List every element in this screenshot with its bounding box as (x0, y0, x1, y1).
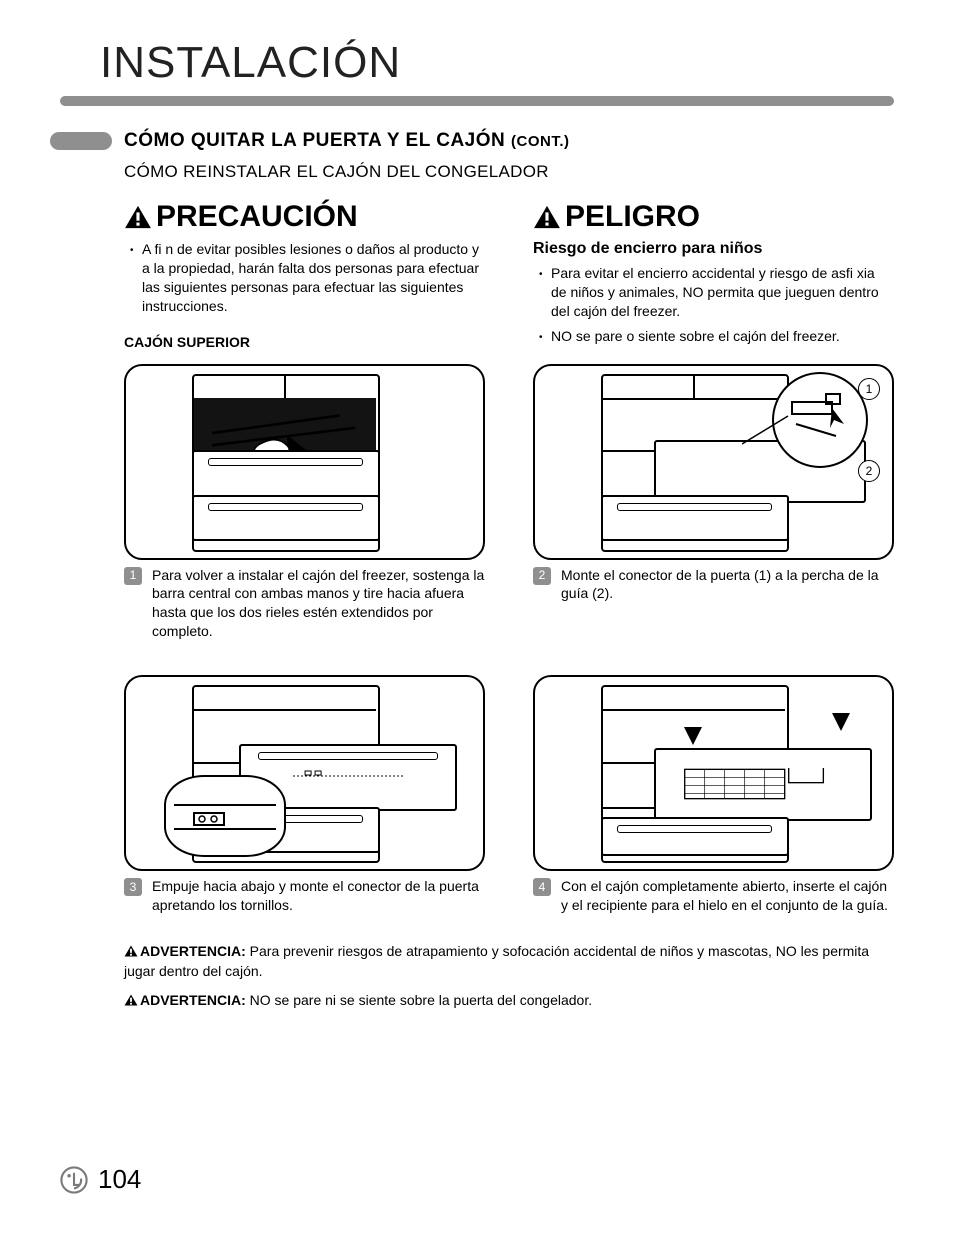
peligro-subheading: Riesgo de encierro para niños (533, 240, 894, 258)
caption-text: Para volver a instalar el cajón del free… (152, 566, 485, 642)
warning-label: ADVERTENCIA: (140, 992, 246, 1008)
step-number-badge: 4 (533, 878, 551, 896)
page-footer: 104 (60, 1164, 141, 1195)
illustration-step-3 (124, 675, 485, 871)
section-heading-main: CÓMO QUITAR LA PUERTA Y EL CAJÓN (124, 130, 511, 151)
warning-text: NO se pare ni se siente sobre la puerta … (250, 992, 592, 1008)
warning-triangle-icon (124, 945, 138, 957)
col-peligro: PELIGRO Riesgo de encierro para niños Pa… (533, 200, 894, 356)
illustration-step-4 (533, 675, 894, 871)
precaucion-bullet: A fi n de evitar posibles lesiones o dañ… (134, 240, 485, 316)
section-heading-row: CÓMO QUITAR LA PUERTA Y EL CAJÓN (CONT.) (50, 130, 894, 152)
peligro-heading-text: PELIGRO (565, 200, 700, 234)
peligro-bullets: Para evitar el encierro accidental y rie… (533, 264, 894, 346)
step-number-badge: 1 (124, 567, 142, 585)
peligro-heading: PELIGRO (533, 200, 894, 234)
illustration-step-2: 1 2 (533, 364, 894, 560)
callout-2: 2 (858, 460, 880, 482)
precaucion-bullets: A fi n de evitar posibles lesiones o dañ… (124, 240, 485, 316)
caption-step-2: 2 Monte el conector de la puerta (1) a l… (533, 566, 894, 604)
two-columns: PRECAUCIÓN A fi n de evitar posibles les… (124, 200, 894, 356)
page-number: 104 (98, 1164, 141, 1195)
header-rule (60, 96, 894, 106)
cajon-superior-label: CAJÓN SUPERIOR (124, 334, 485, 350)
section-heading: CÓMO QUITAR LA PUERTA Y EL CAJÓN (CONT.) (124, 130, 570, 152)
precaucion-heading: PRECAUCIÓN (124, 200, 485, 234)
caption-step-1: 1 Para volver a instalar el cajón del fr… (124, 566, 485, 642)
caption-text: Empuje hacia abajo y monte el conector d… (152, 877, 485, 915)
warning-line-2: ADVERTENCIA: NO se pare ni se siente sob… (124, 990, 894, 1010)
step-number-badge: 2 (533, 567, 551, 585)
callout-1: 1 (858, 378, 880, 400)
figure-step-4: 4 Con el cajón completamente abierto, in… (533, 675, 894, 915)
figure-step-3: 3 Empuje hacia abajo y monte el conector… (124, 675, 485, 915)
figure-step-1: 1 Para volver a instalar el cajón del fr… (124, 364, 485, 642)
page: INSTALACIÓN CÓMO QUITAR LA PUERTA Y EL C… (0, 0, 954, 1237)
section-subheading: CÓMO REINSTALAR EL CAJÓN DEL CONGELADOR (124, 162, 894, 182)
warning-label: ADVERTENCIA: (140, 943, 246, 959)
warning-line-1: ADVERTENCIA: Para prevenir riesgos de at… (124, 941, 894, 982)
illustration-step-1 (124, 364, 485, 560)
caption-text: Monte el conector de la puerta (1) a la … (561, 566, 894, 604)
section-pill (50, 132, 112, 150)
step-number-badge: 3 (124, 878, 142, 896)
peligro-bullet: Para evitar el encierro accidental y rie… (543, 264, 894, 321)
warning-triangle-icon (533, 205, 561, 229)
warning-triangle-icon (124, 994, 138, 1006)
lg-logo-icon (60, 1166, 88, 1194)
section-heading-cont: (CONT.) (511, 133, 570, 150)
warning-triangle-icon (124, 205, 152, 229)
peligro-bullet: NO se pare o siente sobre el cajón del f… (543, 327, 894, 346)
figure-grid: 1 Para volver a instalar el cajón del fr… (124, 364, 894, 915)
bottom-warnings: ADVERTENCIA: Para prevenir riesgos de at… (124, 941, 894, 1010)
page-title: INSTALACIÓN (100, 38, 894, 88)
caption-step-4: 4 Con el cajón completamente abierto, in… (533, 877, 894, 915)
figure-step-2: 1 2 2 Monte el conector de la puerta (1)… (533, 364, 894, 642)
caption-text: Con el cajón completamente abierto, inse… (561, 877, 894, 915)
col-precaucion: PRECAUCIÓN A fi n de evitar posibles les… (124, 200, 485, 356)
precaucion-heading-text: PRECAUCIÓN (156, 200, 358, 234)
caption-step-3: 3 Empuje hacia abajo y monte el conector… (124, 877, 485, 915)
